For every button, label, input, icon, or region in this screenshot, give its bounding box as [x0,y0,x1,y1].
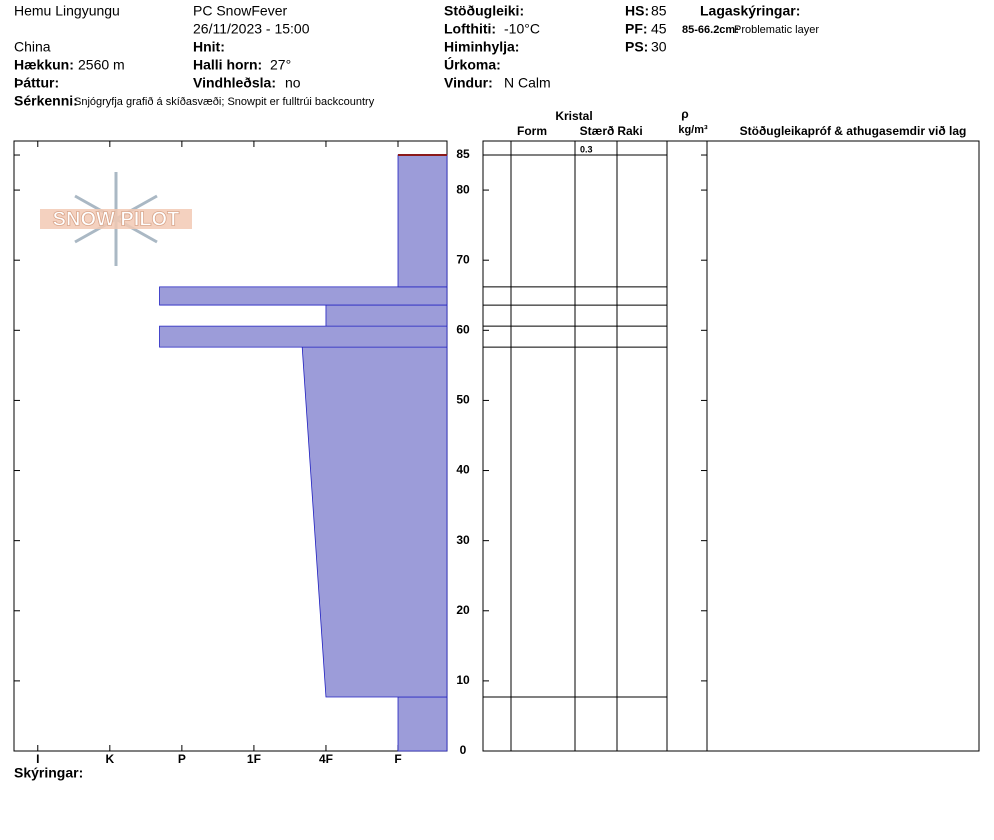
field-label: Hnit: [193,39,225,55]
field-value: -10°C [504,21,540,37]
field-value: no [285,75,301,91]
top-size: 0.3 [580,144,593,154]
density-unit: kg/m³ [678,124,708,136]
field-value: 2560 m [78,57,125,73]
field-label: 85-66.2cm: [682,24,739,36]
field-value: Hemu Lingyungu [14,3,120,19]
y-tick-label: 20 [456,603,470,617]
x-tick-label: P [178,752,186,766]
column-header: Raki [617,124,642,138]
field-label: Lofthiti: [444,21,496,37]
field-label: Úrkoma: [444,56,501,73]
column-header: Stærð [580,124,615,138]
layer [397,696,448,752]
field-label: Hækkun: [14,57,74,73]
y-tick-label: 80 [456,182,470,196]
field-value: 27° [270,57,291,73]
density-symbol: ρ [681,107,688,121]
y-tick-label: 40 [456,463,470,477]
field-value: 26/11/2023 - 15:00 [193,21,310,37]
legend-label: Skýringar: [14,765,83,781]
layer [325,304,448,327]
x-tick-label: 1F [247,752,261,766]
field-value: PC SnowFever [193,3,287,19]
x-tick-label: K [105,752,114,766]
y-tick-label: 30 [456,533,470,547]
column-header: Form [517,124,547,138]
field-value: 85 [651,3,667,19]
x-tick-label: I [36,752,39,766]
field-value: China [14,39,51,55]
layer [159,325,448,348]
field-label: Stöðugleiki: [444,3,524,19]
field-label: Vindhleðsla: [193,75,276,91]
table-group: Kristal [555,109,592,123]
y-tick-label: 0 [460,743,467,757]
logo-text: SNOW PILOT [53,208,180,230]
logo-band [40,209,192,229]
comments-header: Stöðugleikapróf & athugasemdir við lag [740,124,967,138]
field-label: Halli horn: [193,57,262,73]
field-value: Snjógryfja grafið á skíðasvæði; Snowpit … [74,96,375,108]
field-value: Problematic layer [734,24,819,36]
field-label: Lagaskýringar: [700,3,800,19]
field-label: PS: [625,39,648,55]
field-value: N Calm [504,75,551,91]
layer [397,154,448,288]
field-label: Himinhylja: [444,39,519,55]
field-label: Vindur: [444,75,493,91]
y-tick-label: 70 [456,252,470,266]
x-tick-label: 4F [319,752,333,766]
y-tick-label: 10 [456,673,470,687]
x-tick-label: F [394,752,401,766]
field-label: HS: [625,3,649,19]
field-label: Sérkenni: [14,93,78,109]
field-label: PF: [625,21,648,37]
field-label: Þáttur: [14,75,59,91]
field-value: 45 [651,21,667,37]
layer [159,286,448,306]
y-tick-label: 85 [456,147,470,161]
table-frame [482,140,980,752]
layer [301,346,448,698]
field-value: 30 [651,39,667,55]
y-tick-label: 50 [456,393,470,407]
y-tick-label: 60 [456,322,470,336]
